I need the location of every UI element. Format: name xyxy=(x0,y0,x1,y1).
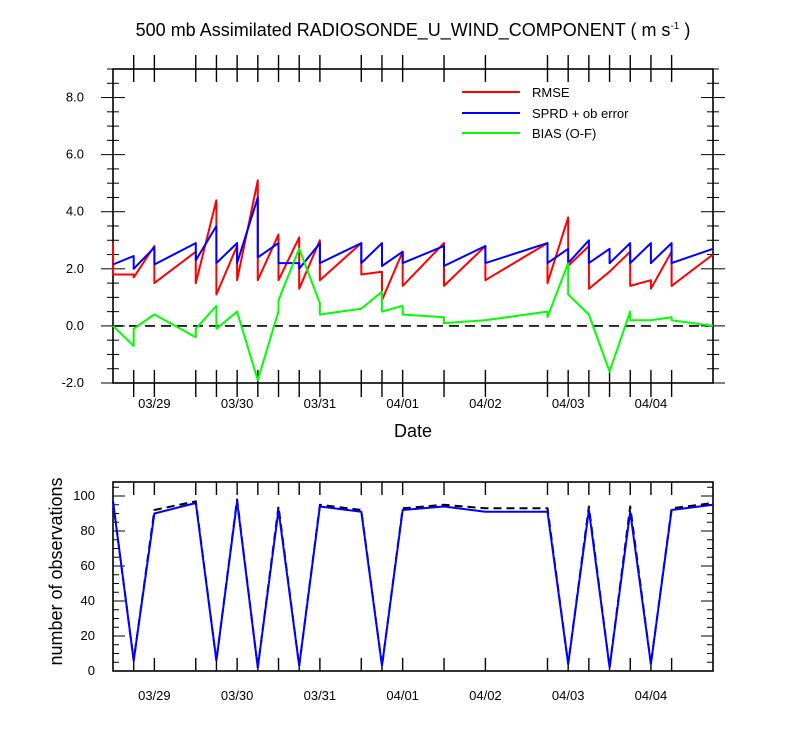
x-tick-label: 04/04 xyxy=(635,688,668,703)
y-tick-label: 0 xyxy=(88,663,95,678)
y-tick-label: 2.0 xyxy=(66,261,84,276)
plot-frame xyxy=(112,481,714,672)
y-tick-label: 8.0 xyxy=(66,90,84,105)
x-tick-label: 04/03 xyxy=(552,396,585,411)
series-line-sprd-ob-error xyxy=(112,196,714,270)
chart-title-exponent: -1 xyxy=(670,21,680,32)
chart-title: 500 mb Assimilated RADIOSONDE_U_WIND_COM… xyxy=(0,20,800,41)
bottom-panel: 0 20 40 60 80 100 03/29 03/30 03/31 04/01 04/02 04/… xyxy=(46,477,714,703)
chart-title-text: 500 mb Assimilated RADIOSONDE_U_WIND_COM… xyxy=(135,20,671,40)
y-tick-label: 40 xyxy=(81,593,95,608)
x-tick-label: 04/01 xyxy=(386,396,419,411)
x-tick-label: 03/29 xyxy=(138,688,171,703)
series-line-bias-o-f xyxy=(112,247,714,382)
chart-title-suffix: ) xyxy=(679,20,691,40)
y-tick-label: 0.0 xyxy=(66,318,84,333)
x-tick-label: 03/31 xyxy=(304,396,337,411)
x-tick-label: 04/04 xyxy=(635,396,668,411)
y-tick-label: 4.0 xyxy=(66,204,84,219)
series-line-dashed xyxy=(112,498,714,669)
x-tick-label: 03/31 xyxy=(304,688,337,703)
x-tick-label: 04/02 xyxy=(469,396,502,411)
y-tick-label: 6.0 xyxy=(66,147,84,162)
x-tick-label: 03/29 xyxy=(138,396,171,411)
x-tick-label: 04/02 xyxy=(469,688,502,703)
x-tick-label: 03/30 xyxy=(221,396,254,411)
x-tick-label: 03/30 xyxy=(221,688,254,703)
x-axis-title: Date xyxy=(394,421,432,441)
y-tick-label: 60 xyxy=(81,558,95,573)
legend-label: RMSE xyxy=(532,85,570,100)
x-tick-label: 04/03 xyxy=(552,688,585,703)
top-panel: -2.0 0.0 2.0 4.0 6.0 8.0 03/29 03/30 03/31 04/01 0… xyxy=(62,55,725,441)
legend-label: BIAS (O-F) xyxy=(532,126,596,141)
y-tick-label: 80 xyxy=(81,523,95,538)
legend-label: SPRD + ob error xyxy=(532,106,629,121)
series-line-rmse xyxy=(112,179,714,302)
y-axis-title: number of observations xyxy=(46,477,66,665)
y-tick-label: -2.0 xyxy=(62,375,84,390)
x-tick-label: 04/01 xyxy=(386,688,419,703)
y-tick-label: 20 xyxy=(81,628,95,643)
y-tick-label: 100 xyxy=(73,488,95,503)
series-line-solid xyxy=(112,500,714,669)
